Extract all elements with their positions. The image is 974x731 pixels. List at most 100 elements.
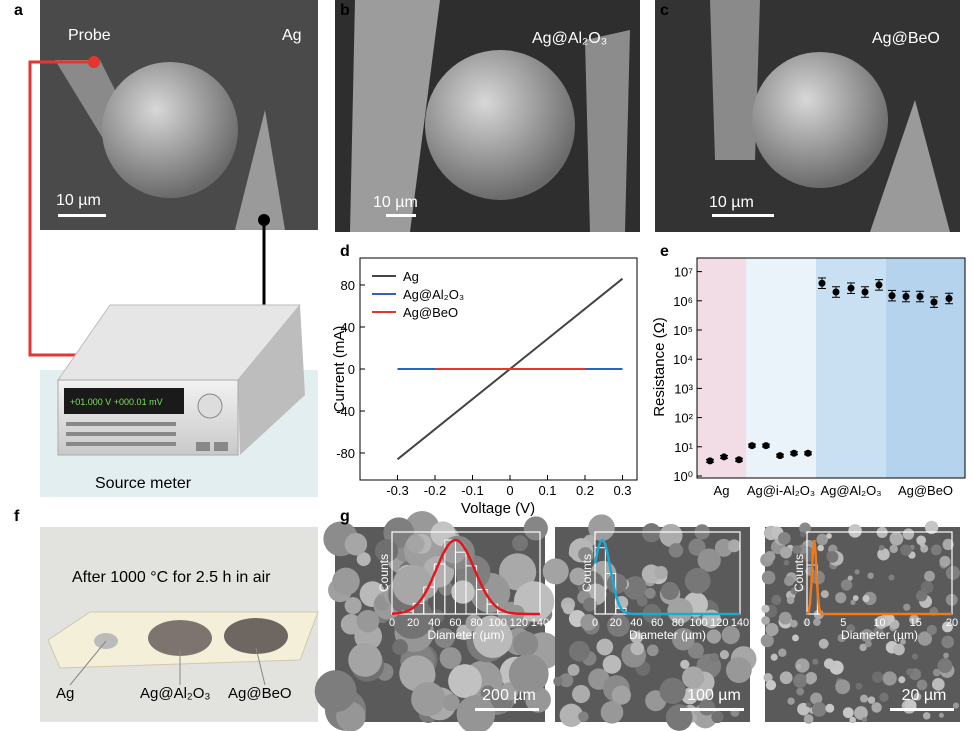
panel-label-d: d xyxy=(340,243,350,260)
particle xyxy=(406,534,425,553)
particle xyxy=(682,666,705,689)
particle xyxy=(659,523,683,548)
x-tick-label: 0.2 xyxy=(576,483,594,498)
particle xyxy=(816,533,829,546)
particle xyxy=(938,712,944,718)
particle xyxy=(630,641,645,656)
scale-bar xyxy=(712,214,774,217)
y-axis-label: Counts xyxy=(580,554,594,592)
particle xyxy=(583,597,597,612)
sem-image-ag xyxy=(40,0,318,230)
particle xyxy=(553,676,563,687)
scale-bar-label: 10 µm xyxy=(56,192,101,209)
particle xyxy=(911,653,919,660)
x-tick-label: 100 xyxy=(489,617,507,629)
particle xyxy=(867,572,874,579)
particle xyxy=(846,624,856,633)
particle xyxy=(508,654,549,694)
particle xyxy=(878,544,885,551)
data-point xyxy=(720,453,728,461)
particle xyxy=(886,614,895,624)
particle xyxy=(569,567,587,586)
y-axis-label: Current (mA) xyxy=(331,326,348,413)
particle xyxy=(826,550,839,563)
particle xyxy=(902,528,915,540)
x-tick-label: 20 xyxy=(946,617,958,629)
crucible-caption: After 1000 °C for 2.5 h in air xyxy=(72,569,271,586)
ag-label: Ag xyxy=(282,27,302,44)
x-tick-label: 40 xyxy=(428,617,440,629)
particle xyxy=(854,706,868,720)
particle xyxy=(817,544,824,552)
particle xyxy=(847,575,853,581)
probe-label: Probe xyxy=(68,27,111,44)
particle xyxy=(924,570,935,582)
particle xyxy=(837,633,846,643)
iv-chart: -0.3 -0.2 -0.1 0 0.1 0.2 0.3 80 40 0 -40 -80 Voltage… xyxy=(331,257,638,517)
crucible-label-ag-beo: Ag@BeO xyxy=(228,685,292,702)
sem-image-ag-al2o3 xyxy=(335,0,640,232)
particle xyxy=(779,671,793,685)
x-axis-label: Voltage (V) xyxy=(461,500,535,517)
x-tick-label: 40 xyxy=(630,617,642,629)
particle xyxy=(786,596,795,605)
particle xyxy=(721,625,740,645)
data-point xyxy=(875,281,883,289)
particle xyxy=(562,603,574,615)
particle xyxy=(952,702,960,709)
group-band xyxy=(697,258,746,478)
x-tick-label: 0.3 xyxy=(613,483,631,498)
data-point xyxy=(945,294,953,302)
particle xyxy=(636,595,648,607)
particle xyxy=(812,658,819,665)
particle xyxy=(898,676,906,684)
y-axis-label: Counts xyxy=(377,554,391,592)
y-axis-label: Counts xyxy=(792,554,806,592)
particle xyxy=(698,699,716,716)
x-tick-label: 10 xyxy=(873,617,885,629)
particle xyxy=(697,548,721,572)
particle xyxy=(799,522,811,535)
particle xyxy=(600,700,624,724)
particle xyxy=(770,653,778,661)
fit-curve xyxy=(391,538,540,616)
particle xyxy=(719,650,729,660)
particle xyxy=(913,692,922,701)
particle xyxy=(796,687,805,696)
y-tick-label: 10³ xyxy=(674,381,693,396)
scale-bar-label: 200 µm xyxy=(482,687,536,704)
particle xyxy=(873,626,884,637)
particle xyxy=(855,682,863,690)
particle xyxy=(344,597,362,615)
particle xyxy=(864,640,872,648)
particle xyxy=(795,676,802,682)
particle xyxy=(859,643,867,652)
particle xyxy=(840,579,853,591)
particle xyxy=(806,676,815,685)
particle xyxy=(439,647,462,669)
particle xyxy=(578,711,589,722)
particle xyxy=(606,573,628,594)
particle xyxy=(889,544,898,554)
y-axis-label: Resistance (Ω) xyxy=(651,317,668,417)
particle xyxy=(926,624,937,635)
particle xyxy=(596,638,614,656)
fit-curve xyxy=(593,538,740,616)
particle xyxy=(725,657,752,683)
particle xyxy=(854,569,860,575)
particle xyxy=(900,638,906,645)
particle xyxy=(792,634,799,642)
particle xyxy=(611,685,631,705)
particle xyxy=(803,714,814,724)
particle xyxy=(765,622,779,637)
data-point xyxy=(735,456,743,464)
x-tick-label: 0 xyxy=(389,617,395,629)
particle xyxy=(787,697,795,705)
particle xyxy=(842,707,854,719)
particle xyxy=(578,547,593,562)
ag-al2o3-label: Ag@Al₂O₃ xyxy=(532,30,607,47)
particle xyxy=(860,628,874,643)
particle xyxy=(542,558,569,585)
particle xyxy=(761,570,776,585)
particle xyxy=(811,702,827,717)
